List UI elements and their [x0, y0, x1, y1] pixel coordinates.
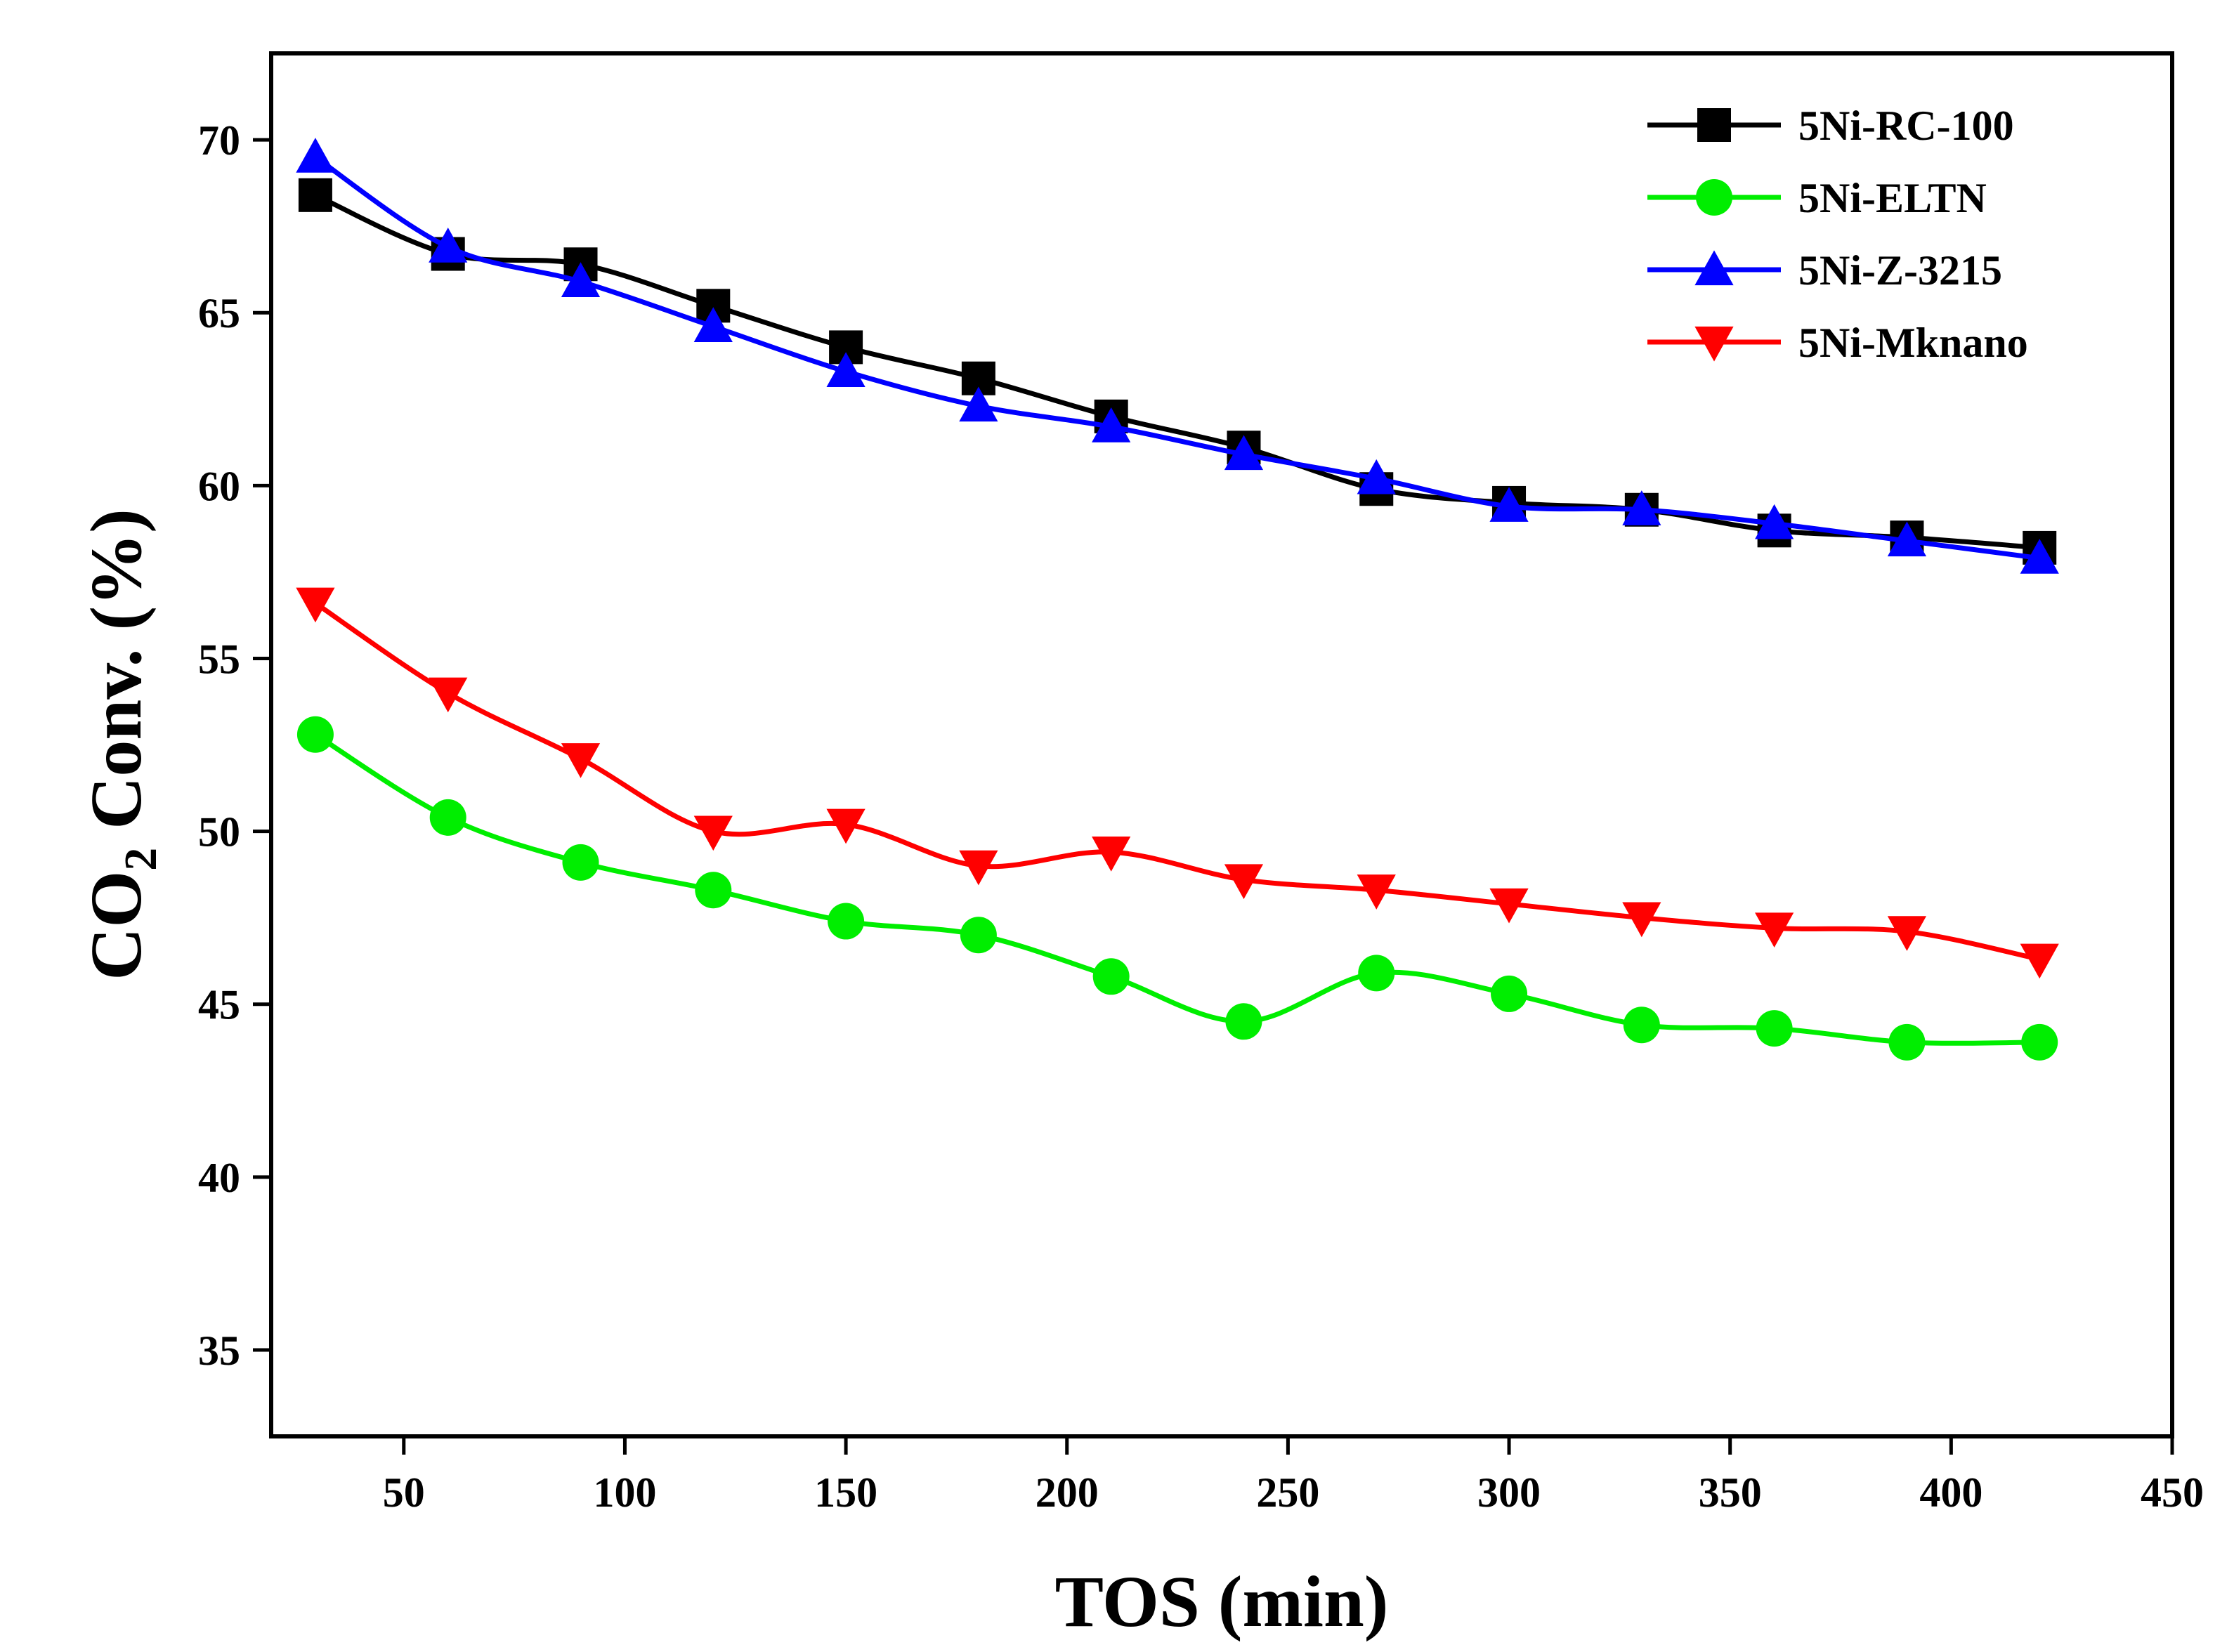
y-tick-label-55: 55 — [198, 636, 240, 682]
data-point-5ni-z-3215-330 — [1622, 490, 1661, 525]
y-tick-label-70: 70 — [198, 117, 240, 164]
y-tick-label-40: 40 — [198, 1155, 240, 1201]
data-point-5ni-eltn-90 — [562, 844, 599, 881]
data-point-5ni-eltn-330 — [1623, 1007, 1660, 1044]
legend-label-5ni-rc-100: 5Ni-RC-100 — [1798, 103, 2014, 149]
x-axis-title: TOS (min) — [1055, 1561, 1389, 1642]
data-point-5ni-mknano-210 — [1092, 837, 1131, 872]
data-point-5ni-z-3215-360 — [1755, 504, 1794, 539]
data-point-5ni-eltn-120 — [695, 872, 732, 909]
data-point-5ni-mknano-150 — [826, 808, 865, 844]
data-point-5ni-eltn-210 — [1092, 958, 1130, 995]
data-point-5ni-z-3215-270 — [1357, 459, 1396, 494]
data-point-5ni-z-3215-90 — [561, 262, 601, 297]
data-point-5ni-mknano-120 — [693, 815, 733, 851]
y-axis-title: CO2 Conv. (%) — [76, 509, 166, 980]
y-tick-label-50: 50 — [198, 809, 240, 855]
data-point-5ni-eltn-150 — [828, 903, 865, 940]
legend-item-5ni-eltn: 5Ni-ELTN — [1647, 175, 1987, 221]
x-tick-label-250: 250 — [1256, 1469, 1319, 1516]
y-tick-label-60: 60 — [198, 463, 240, 509]
data-point-5ni-mknano-60 — [429, 677, 468, 713]
x-tick-label-400: 400 — [1919, 1469, 1982, 1516]
axis-layer: 50 100 150 200 250 300 350 400 450 35 40 45 50 55 60 65… — [198, 117, 2204, 1516]
data-point-5ni-eltn-240 — [1225, 1003, 1262, 1040]
data-point-5ni-eltn-60 — [429, 799, 466, 836]
y-axis-title-subscript: 2 — [115, 848, 166, 871]
data-point-5ni-z-3215-150 — [826, 352, 865, 387]
data-point-5ni-eltn-30 — [296, 716, 334, 753]
x-tick-label-50: 50 — [383, 1469, 425, 1516]
legend-marker-5ni-rc-100 — [1697, 108, 1731, 142]
data-point-5ni-z-3215-240 — [1224, 435, 1264, 471]
x-tick-label-100: 100 — [593, 1469, 656, 1516]
data-point-5ni-z-3215-210 — [1092, 407, 1131, 442]
data-point-5ni-eltn-420 — [2021, 1023, 2058, 1061]
data-point-5ni-z-3215-180 — [959, 386, 998, 422]
data-point-5ni-z-3215-60 — [429, 228, 468, 263]
y-tick-label-35: 35 — [198, 1328, 240, 1374]
legend-label-5ni-mknano: 5Ni-Mknano — [1798, 320, 2028, 366]
data-point-5ni-rc-100-30 — [298, 178, 332, 212]
y-axis-title-main: CO — [76, 871, 157, 981]
series-5ni-z-3215 — [296, 138, 2059, 574]
data-point-5ni-mknano-390 — [1887, 916, 1927, 951]
data-point-5ni-mknano-300 — [1489, 888, 1529, 924]
legend-marker-5ni-mknano — [1694, 326, 1734, 362]
x-tick-label-150: 150 — [814, 1469, 877, 1516]
legend-item-5ni-rc-100: 5Ni-RC-100 — [1647, 103, 2014, 149]
legend-item-5ni-z-3215: 5Ni-Z-3215 — [1647, 247, 2002, 294]
data-point-5ni-mknano-30 — [296, 587, 335, 623]
series-5ni-eltn — [296, 716, 2058, 1061]
y-tick-label-45: 45 — [198, 982, 240, 1028]
series-5ni-mknano — [296, 587, 2059, 979]
data-point-5ni-mknano-420 — [2020, 943, 2059, 979]
data-point-5ni-mknano-90 — [561, 743, 601, 778]
data-point-5ni-z-3215-420 — [2020, 539, 2059, 574]
legend-item-5ni-mknano: 5Ni-Mknano — [1647, 320, 2028, 366]
data-point-5ni-z-3215-300 — [1489, 487, 1529, 522]
data-point-5ni-z-3215-30 — [296, 138, 335, 173]
x-tick-label-200: 200 — [1036, 1469, 1099, 1516]
data-point-5ni-eltn-360 — [1756, 1010, 1793, 1047]
data-point-5ni-z-3215-120 — [693, 307, 733, 342]
legend-marker-5ni-eltn — [1696, 179, 1732, 216]
legend-marker-5ni-z-3215 — [1694, 250, 1734, 286]
data-point-5ni-mknano-240 — [1224, 864, 1264, 900]
series-layer — [296, 138, 2059, 1061]
y-tick-label-65: 65 — [198, 290, 240, 336]
data-point-5ni-mknano-270 — [1357, 874, 1396, 910]
data-point-5ni-mknano-360 — [1755, 912, 1794, 948]
x-tick-label-450: 450 — [2141, 1469, 2204, 1516]
data-point-5ni-mknano-330 — [1622, 902, 1661, 938]
data-point-5ni-eltn-300 — [1491, 975, 1528, 1012]
legend-label-5ni-z-3215: 5Ni-Z-3215 — [1798, 247, 2002, 294]
plot-frame — [269, 51, 2174, 1438]
legend-label-5ni-eltn: 5Ni-ELTN — [1798, 175, 1987, 221]
data-point-5ni-eltn-390 — [1888, 1023, 1926, 1061]
x-tick-label-350: 350 — [1699, 1469, 1762, 1516]
data-point-5ni-z-3215-390 — [1887, 521, 1927, 557]
legend: 5Ni-RC-100 5Ni-ELTN 5Ni-Z-3215 5Ni-Mknano — [1647, 103, 2028, 366]
x-tick-label-300: 300 — [1477, 1469, 1541, 1516]
data-point-5ni-mknano-180 — [959, 850, 998, 886]
y-axis-title-rest: Conv. (%) — [76, 509, 157, 847]
data-point-5ni-eltn-270 — [1358, 955, 1395, 992]
data-point-5ni-eltn-180 — [960, 917, 997, 954]
